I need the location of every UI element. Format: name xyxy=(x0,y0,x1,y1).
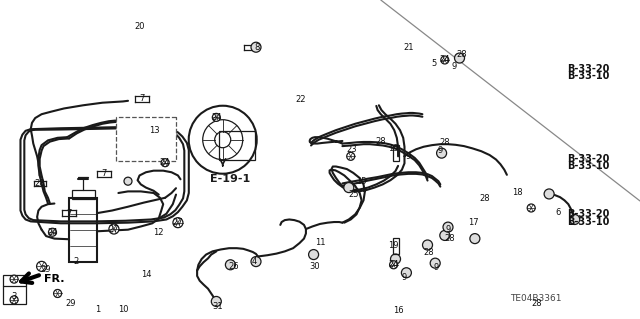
Circle shape xyxy=(390,254,401,264)
Text: 27: 27 xyxy=(173,218,183,227)
Text: 21: 21 xyxy=(403,43,413,52)
Circle shape xyxy=(173,218,183,228)
Bar xyxy=(3,275,26,304)
Text: E-19-1: E-19-1 xyxy=(211,174,250,184)
Text: 31: 31 xyxy=(212,302,223,311)
Circle shape xyxy=(454,53,465,63)
Text: 4: 4 xyxy=(252,257,257,266)
Text: 28: 28 xyxy=(376,137,386,146)
Circle shape xyxy=(308,249,319,260)
Circle shape xyxy=(430,258,440,268)
Text: 7: 7 xyxy=(140,94,145,103)
Text: 29: 29 xyxy=(41,265,51,274)
Text: 28: 28 xyxy=(444,234,454,243)
Text: B-33-20: B-33-20 xyxy=(567,63,609,74)
Text: 28: 28 xyxy=(480,194,490,203)
Text: 24: 24 xyxy=(47,228,58,237)
Circle shape xyxy=(225,260,236,270)
Text: B-33-20: B-33-20 xyxy=(567,209,609,219)
Text: B-33-10: B-33-10 xyxy=(567,161,609,171)
Text: 5: 5 xyxy=(431,59,436,68)
Circle shape xyxy=(161,159,169,167)
Text: 19: 19 xyxy=(388,144,399,153)
Text: 9: 9 xyxy=(438,146,443,155)
Text: 9: 9 xyxy=(402,273,407,282)
Text: 25: 25 xyxy=(348,190,358,199)
Circle shape xyxy=(443,222,453,232)
Circle shape xyxy=(212,113,220,122)
Text: 9: 9 xyxy=(406,152,411,161)
Circle shape xyxy=(527,204,535,212)
Circle shape xyxy=(251,256,261,267)
Text: FR.: FR. xyxy=(44,274,64,284)
Text: 14: 14 xyxy=(141,270,151,279)
Text: 2: 2 xyxy=(73,257,78,266)
Text: 17: 17 xyxy=(468,218,479,227)
Text: B-33-20: B-33-20 xyxy=(567,153,609,164)
Circle shape xyxy=(401,268,412,278)
Text: 29: 29 xyxy=(65,299,76,308)
Bar xyxy=(69,198,97,262)
Circle shape xyxy=(211,296,221,307)
Bar xyxy=(392,145,399,161)
Text: 6: 6 xyxy=(556,208,561,217)
Text: 28: 28 xyxy=(35,179,45,188)
Text: 9: 9 xyxy=(445,225,451,234)
Text: 26: 26 xyxy=(228,262,239,271)
Text: TE04B3361: TE04B3361 xyxy=(511,294,562,303)
Circle shape xyxy=(440,230,450,241)
Circle shape xyxy=(570,214,580,225)
Circle shape xyxy=(390,261,397,269)
Circle shape xyxy=(109,224,119,234)
Circle shape xyxy=(544,189,554,199)
Text: 24: 24 xyxy=(160,158,170,167)
Text: 24: 24 xyxy=(211,113,221,122)
Bar xyxy=(72,190,95,199)
Text: 3: 3 xyxy=(12,292,17,301)
FancyBboxPatch shape xyxy=(116,117,176,161)
Text: 24: 24 xyxy=(388,260,399,269)
Text: 30: 30 xyxy=(310,262,320,271)
Text: 23: 23 xyxy=(347,145,357,154)
Circle shape xyxy=(347,152,355,160)
Circle shape xyxy=(251,42,261,52)
Bar xyxy=(392,238,399,254)
Text: 7: 7 xyxy=(101,169,106,178)
Text: 10: 10 xyxy=(118,305,128,314)
Circle shape xyxy=(470,234,480,244)
Text: 18: 18 xyxy=(512,188,522,197)
Circle shape xyxy=(344,182,354,193)
Circle shape xyxy=(10,296,18,304)
Text: 19: 19 xyxy=(388,241,399,250)
Circle shape xyxy=(436,148,447,158)
Bar xyxy=(219,131,255,160)
Text: B-33-10: B-33-10 xyxy=(567,71,609,81)
Text: B-33-10: B-33-10 xyxy=(567,217,609,227)
Text: 11: 11 xyxy=(315,238,325,247)
Text: 9: 9 xyxy=(434,263,439,272)
Text: 9: 9 xyxy=(452,62,457,71)
Text: 8: 8 xyxy=(255,43,260,52)
Text: 13: 13 xyxy=(150,126,160,135)
Circle shape xyxy=(124,177,132,185)
Text: 1: 1 xyxy=(95,305,100,314)
Text: 28: 28 xyxy=(424,248,434,256)
Circle shape xyxy=(54,289,61,298)
Text: 20: 20 xyxy=(134,22,145,31)
Circle shape xyxy=(49,228,56,236)
Text: 28: 28 xyxy=(457,50,467,59)
Text: 24: 24 xyxy=(440,56,450,64)
Text: 7: 7 xyxy=(67,209,72,218)
Text: 28: 28 xyxy=(440,138,450,147)
Circle shape xyxy=(36,261,47,271)
Text: 12: 12 xyxy=(154,228,164,237)
Text: 15: 15 xyxy=(356,177,367,186)
Circle shape xyxy=(10,275,18,283)
Text: 16: 16 xyxy=(393,306,403,315)
Text: 22: 22 xyxy=(296,95,306,104)
Text: 28: 28 xyxy=(531,299,541,308)
Circle shape xyxy=(441,56,449,64)
Text: 27: 27 xyxy=(109,225,119,234)
Circle shape xyxy=(422,240,433,250)
